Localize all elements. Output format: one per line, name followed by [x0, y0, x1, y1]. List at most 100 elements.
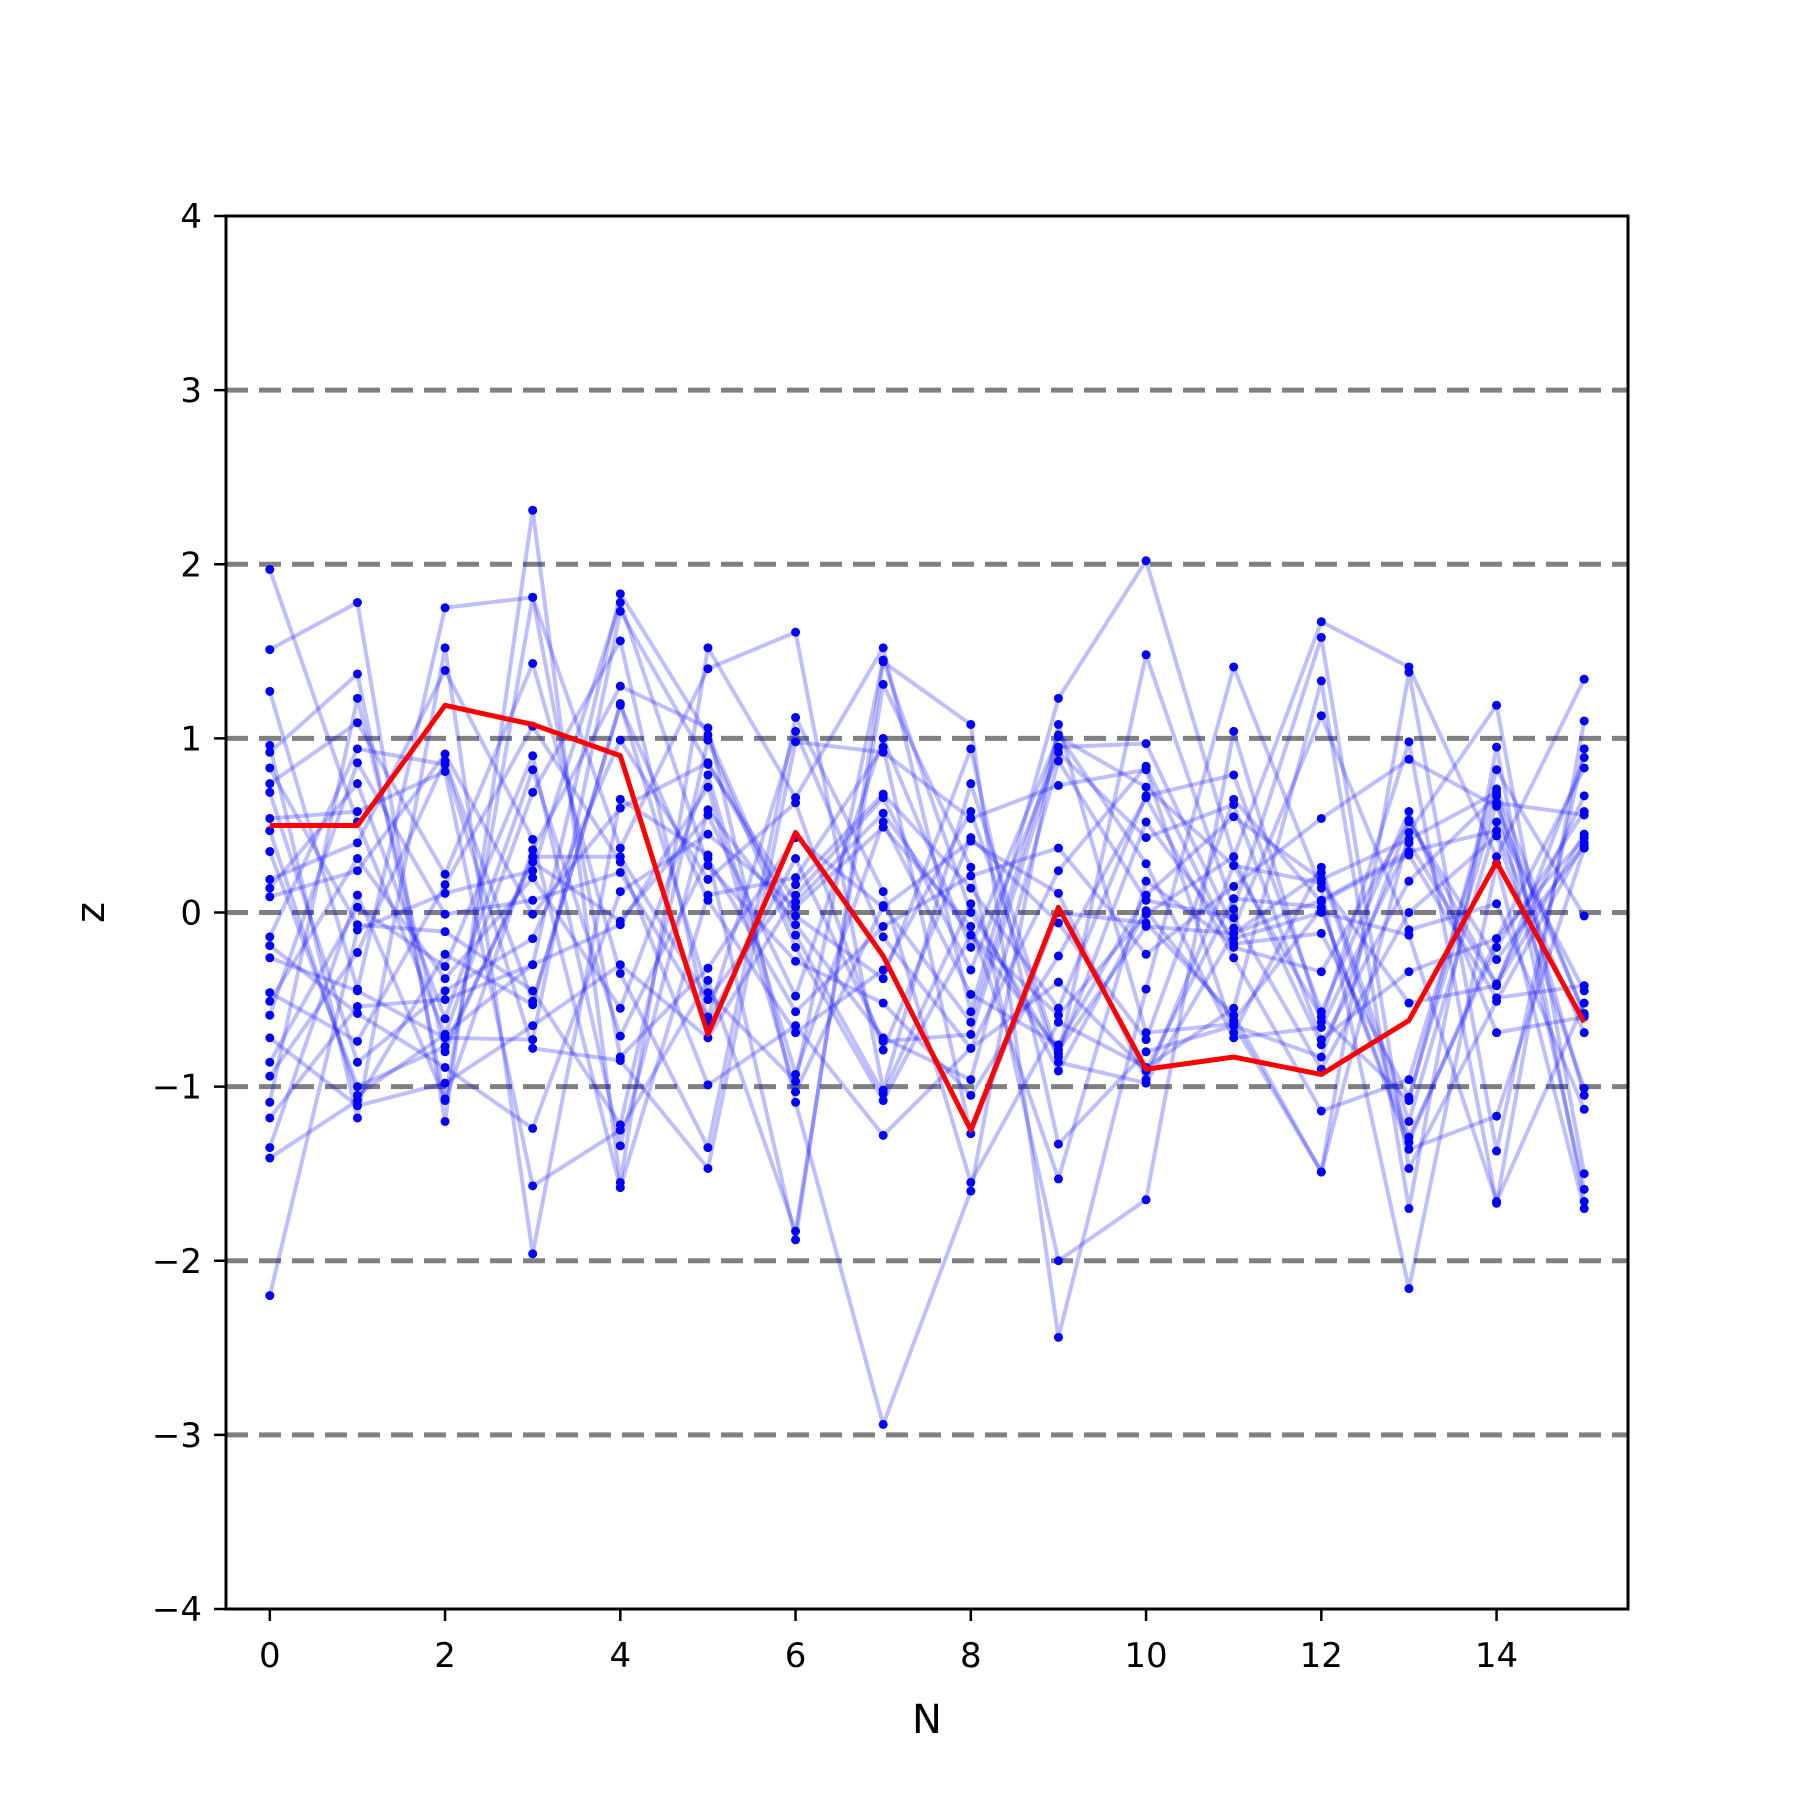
background-series-point	[791, 880, 801, 890]
background-series-point	[791, 897, 801, 907]
background-series-point	[352, 758, 362, 768]
background-series-point	[791, 1028, 801, 1038]
y-axis: −4 −3 −2 −1 0 1 2 3 4	[152, 197, 226, 1630]
background-series-point	[703, 995, 713, 1005]
background-series-point	[1053, 1174, 1063, 1184]
background-series-line	[267, 729, 1586, 1051]
background-series-point	[878, 817, 888, 827]
background-series-point	[966, 1177, 976, 1187]
background-series-point	[440, 766, 450, 776]
background-series-point	[1404, 1284, 1414, 1294]
background-series-point	[703, 643, 713, 653]
background-series-line	[268, 757, 1587, 1039]
background-series-point	[615, 589, 625, 599]
background-series-point	[1229, 1021, 1239, 1031]
background-series-point	[791, 854, 801, 864]
background-series-line	[269, 682, 1587, 1263]
background-series-point	[791, 1021, 801, 1031]
background-series-point	[966, 807, 976, 817]
background-series-point	[352, 779, 362, 789]
background-series-point	[1492, 1197, 1502, 1207]
background-series-point	[1404, 967, 1414, 977]
background-series-point	[703, 782, 713, 792]
background-series-point	[1404, 908, 1414, 917]
background-series-point	[791, 1007, 801, 1017]
background-series-point	[265, 686, 275, 696]
background-series-point	[440, 1062, 450, 1072]
background-series-point	[440, 603, 450, 613]
background-series-line	[267, 595, 1586, 1149]
x-tick-label: 0	[259, 1636, 281, 1676]
background-series-point	[1053, 1066, 1063, 1076]
background-series-point	[703, 1033, 713, 1043]
background-series-point	[528, 1181, 538, 1191]
background-series-point	[615, 1052, 625, 1062]
background-series-point	[878, 887, 888, 897]
background-series-point	[791, 712, 801, 722]
background-series-point	[352, 890, 362, 900]
background-series-point	[1404, 817, 1414, 827]
background-series-point	[966, 813, 976, 823]
background-series-point	[1579, 1083, 1589, 1093]
background-series-point	[1316, 617, 1326, 627]
background-series-point	[1229, 881, 1239, 891]
background-series-point	[1229, 904, 1239, 914]
background-series-point	[265, 932, 275, 942]
background-series-line	[268, 703, 1586, 1140]
background-series-point	[265, 1153, 275, 1163]
background-series-point	[265, 1071, 275, 1081]
background-series-point	[878, 1096, 888, 1106]
background-series-point	[966, 989, 976, 999]
background-series-point	[440, 888, 450, 898]
background-series-point	[615, 1141, 625, 1151]
background-series-line	[267, 595, 1586, 1171]
background-series-point	[791, 1097, 801, 1107]
background-series-point	[966, 1075, 976, 1085]
background-series-point	[966, 1043, 976, 1053]
background-series-point	[528, 960, 538, 970]
background-series-line	[267, 696, 1585, 1103]
background-series-point	[265, 763, 275, 773]
background-series-point	[966, 1029, 976, 1039]
background-series-point	[1316, 897, 1326, 907]
background-series-point	[615, 887, 625, 897]
background-series-point	[1053, 732, 1063, 742]
x-tick-label: 8	[960, 1636, 982, 1676]
background-series-point	[1053, 888, 1063, 898]
background-series-point	[1141, 761, 1151, 771]
background-series-point	[1053, 1256, 1063, 1266]
background-series-point	[265, 1033, 275, 1043]
background-series-point	[878, 1419, 888, 1429]
y-tick-label: −3	[152, 1416, 202, 1456]
background-series-point	[352, 1036, 362, 1046]
background-series-point	[440, 1042, 450, 1052]
background-series-point	[615, 960, 625, 970]
background-series-point	[1492, 899, 1502, 909]
background-series-point	[1141, 817, 1151, 827]
background-series-point	[352, 854, 362, 864]
background-series-point	[1404, 1204, 1414, 1214]
background-series-point	[528, 857, 538, 867]
background-series-point	[1053, 780, 1063, 790]
background-series-point	[528, 505, 538, 515]
background-series-line	[267, 734, 1586, 1089]
background-series-point	[791, 737, 801, 747]
background-series-point	[1229, 770, 1239, 780]
background-series-point	[615, 636, 625, 646]
background-series-point	[1229, 1003, 1239, 1013]
background-series-point	[791, 873, 801, 883]
background-series-point	[352, 1096, 362, 1106]
background-series-point	[1053, 693, 1063, 703]
background-series-point	[703, 1080, 713, 1090]
background-series-point	[878, 733, 888, 743]
background-series-point	[1404, 737, 1414, 747]
background-series-point	[878, 932, 888, 942]
background-series-point	[265, 740, 275, 750]
background-series-point	[1141, 791, 1151, 801]
background-series-line	[269, 609, 1587, 1053]
y-tick-label: 2	[180, 545, 202, 585]
background-series-point	[352, 1008, 362, 1018]
background-series-point	[265, 787, 275, 797]
background-series-point	[352, 1082, 362, 1092]
